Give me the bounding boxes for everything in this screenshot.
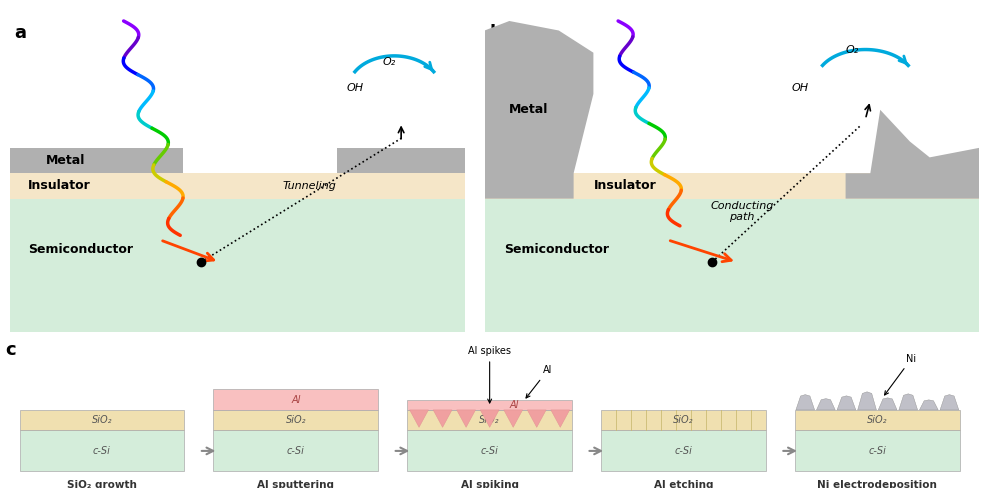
- Polygon shape: [481, 410, 499, 427]
- Text: Ni: Ni: [884, 354, 917, 395]
- Text: Metal: Metal: [46, 154, 86, 167]
- Text: Al spikes: Al spikes: [468, 346, 511, 403]
- Text: SiO₂: SiO₂: [674, 415, 693, 425]
- FancyBboxPatch shape: [407, 410, 572, 430]
- Polygon shape: [485, 21, 593, 199]
- FancyBboxPatch shape: [214, 410, 378, 430]
- Text: Al: Al: [291, 395, 301, 405]
- Text: Al: Al: [509, 400, 519, 410]
- Text: Al spiking: Al spiking: [461, 480, 518, 488]
- Text: Semiconductor: Semiconductor: [504, 243, 609, 256]
- Text: Tunneling: Tunneling: [283, 181, 336, 191]
- Text: c-Si: c-Si: [674, 446, 692, 456]
- FancyBboxPatch shape: [337, 148, 465, 173]
- Polygon shape: [457, 410, 476, 427]
- FancyBboxPatch shape: [485, 173, 979, 199]
- Text: SiO₂ growth: SiO₂ growth: [67, 480, 136, 488]
- Text: SiO₂: SiO₂: [92, 415, 112, 425]
- FancyBboxPatch shape: [407, 400, 572, 410]
- FancyBboxPatch shape: [601, 410, 765, 430]
- Polygon shape: [433, 410, 452, 427]
- Polygon shape: [920, 400, 939, 410]
- Text: a: a: [15, 24, 27, 42]
- Polygon shape: [527, 410, 546, 427]
- Text: O₂: O₂: [383, 58, 397, 67]
- FancyBboxPatch shape: [20, 410, 184, 430]
- Polygon shape: [409, 410, 428, 427]
- Text: c-Si: c-Si: [287, 446, 305, 456]
- Text: c-Si: c-Si: [93, 446, 111, 456]
- Text: c: c: [5, 341, 16, 359]
- Text: Al etching: Al etching: [654, 480, 713, 488]
- Text: c-Si: c-Si: [868, 446, 886, 456]
- FancyBboxPatch shape: [10, 173, 465, 199]
- Text: Al sputtering: Al sputtering: [257, 480, 334, 488]
- Polygon shape: [878, 398, 897, 410]
- Text: SiO₂: SiO₂: [480, 415, 499, 425]
- Text: Metal: Metal: [509, 103, 549, 116]
- Text: Insulator: Insulator: [28, 180, 91, 192]
- Polygon shape: [941, 395, 958, 410]
- Text: c-Si: c-Si: [481, 446, 498, 456]
- Text: Insulator: Insulator: [593, 180, 656, 192]
- Text: b: b: [490, 24, 502, 42]
- FancyBboxPatch shape: [601, 430, 765, 471]
- Text: SiO₂: SiO₂: [286, 415, 306, 425]
- Text: OH: OH: [346, 83, 364, 93]
- FancyBboxPatch shape: [485, 199, 979, 332]
- FancyBboxPatch shape: [795, 430, 959, 471]
- Text: Conducting
path: Conducting path: [710, 201, 773, 222]
- FancyBboxPatch shape: [214, 389, 378, 410]
- Polygon shape: [899, 394, 918, 410]
- Text: Ni electrodeposition: Ni electrodeposition: [817, 480, 938, 488]
- Polygon shape: [503, 410, 522, 427]
- FancyBboxPatch shape: [20, 430, 184, 471]
- FancyBboxPatch shape: [214, 430, 378, 471]
- FancyBboxPatch shape: [407, 430, 572, 471]
- Text: Al: Al: [526, 366, 552, 398]
- Text: O₂: O₂: [846, 45, 858, 55]
- Polygon shape: [837, 396, 855, 410]
- FancyBboxPatch shape: [795, 410, 959, 430]
- Polygon shape: [796, 395, 815, 410]
- FancyBboxPatch shape: [10, 199, 465, 332]
- Text: SiO₂: SiO₂: [867, 415, 887, 425]
- Polygon shape: [857, 392, 876, 410]
- FancyBboxPatch shape: [10, 148, 183, 173]
- Text: Semiconductor: Semiconductor: [28, 243, 134, 256]
- Polygon shape: [551, 410, 570, 427]
- Polygon shape: [846, 110, 979, 199]
- Text: OH: OH: [791, 83, 808, 93]
- Polygon shape: [817, 399, 836, 410]
